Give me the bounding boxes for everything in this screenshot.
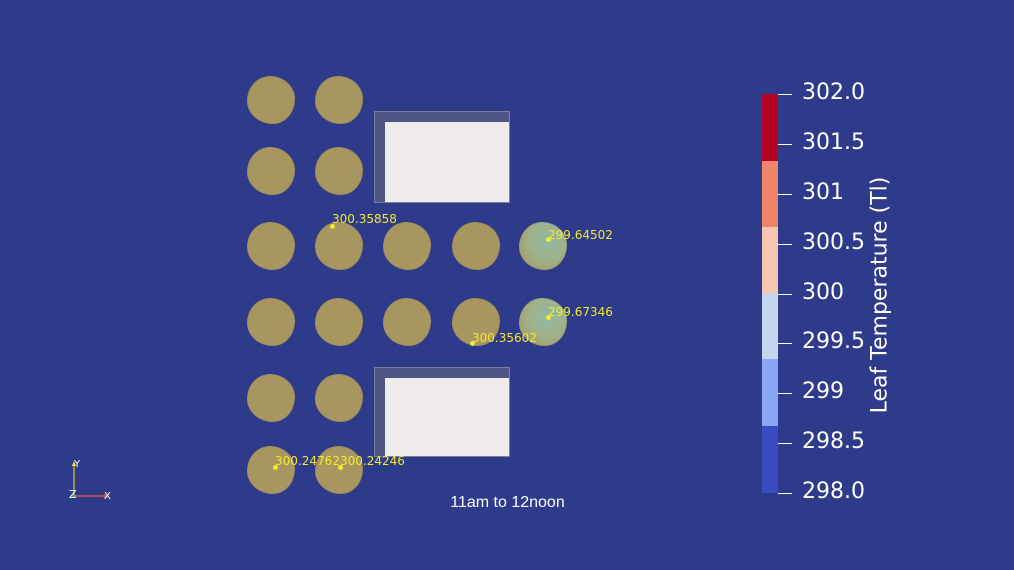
color-bar-segment <box>762 293 778 359</box>
color-bar-tick-label: 300 <box>802 280 844 305</box>
tree-canopy <box>315 446 363 494</box>
color-bar-tick <box>778 393 792 394</box>
color-bar-tick-label: 298.0 <box>802 479 865 504</box>
building <box>374 111 510 203</box>
probe-label: 300.24246 <box>340 454 405 468</box>
color-bar-tick <box>778 244 792 245</box>
color-bar-segment <box>762 161 778 227</box>
color-bar-tick-label: 299 <box>802 379 844 404</box>
color-bar-tick-label: 300.5 <box>802 230 865 255</box>
tree-canopy <box>247 446 295 494</box>
tree-canopy <box>247 222 295 270</box>
tree-canopy <box>383 222 431 270</box>
building-roof <box>385 378 509 456</box>
tree-canopy <box>315 222 363 270</box>
probe-label: 300.35858 <box>332 212 397 226</box>
color-bar-segment <box>762 359 778 426</box>
color-bar-tick <box>778 443 792 444</box>
probe-marker <box>546 315 551 320</box>
color-bar-tick-label: 302.0 <box>802 80 865 105</box>
probe-marker <box>470 341 475 346</box>
tree-canopy <box>452 222 500 270</box>
tree-canopy <box>247 374 295 422</box>
probe-label: 300.35602 <box>472 331 537 345</box>
color-bar-tick-label: 298.5 <box>802 429 865 454</box>
color-bar-tick <box>778 343 792 344</box>
color-bar-segment <box>762 94 778 161</box>
orientation-axes: Y Z X <box>69 459 111 502</box>
color-bar <box>762 94 778 493</box>
tree-canopy <box>519 222 567 270</box>
building <box>374 367 510 457</box>
tree-canopy <box>247 76 295 124</box>
probe-label: 300.24762 <box>275 454 340 468</box>
building-roof <box>385 122 509 202</box>
color-bar-tick-label: 301.5 <box>802 130 865 155</box>
tree-canopy <box>519 298 567 346</box>
tree-canopy <box>247 147 295 195</box>
probe-marker <box>338 465 343 470</box>
color-bar-tick <box>778 294 792 295</box>
color-bar-tick-label: 301 <box>802 180 844 205</box>
axis-x-label: X <box>104 491 111 502</box>
tree-canopy <box>383 298 431 346</box>
axis-y-label: Y <box>73 459 81 470</box>
color-bar-segment <box>762 426 778 493</box>
probe-label: 299.64502 <box>548 228 613 242</box>
tree-canopy <box>247 298 295 346</box>
color-bar-tick <box>778 493 792 494</box>
time-caption: 11am to 12noon <box>450 494 565 511</box>
probe-marker <box>330 224 335 229</box>
tree-canopy <box>315 298 363 346</box>
probe-marker <box>273 465 278 470</box>
tree-canopy <box>315 147 363 195</box>
color-bar-title: Leaf Temperature (Tl) <box>867 176 893 414</box>
tree-canopy <box>315 76 363 124</box>
color-bar-tick <box>778 144 792 145</box>
color-bar-tick <box>778 194 792 195</box>
color-bar-tick-label: 299.5 <box>802 329 865 354</box>
probe-marker <box>546 237 551 242</box>
axis-z-label: Z <box>69 488 77 501</box>
tree-canopy <box>452 298 500 346</box>
color-bar-tick <box>778 94 792 95</box>
color-bar-segment <box>762 227 778 293</box>
probe-label: 299.67346 <box>548 305 613 319</box>
tree-canopy <box>315 374 363 422</box>
